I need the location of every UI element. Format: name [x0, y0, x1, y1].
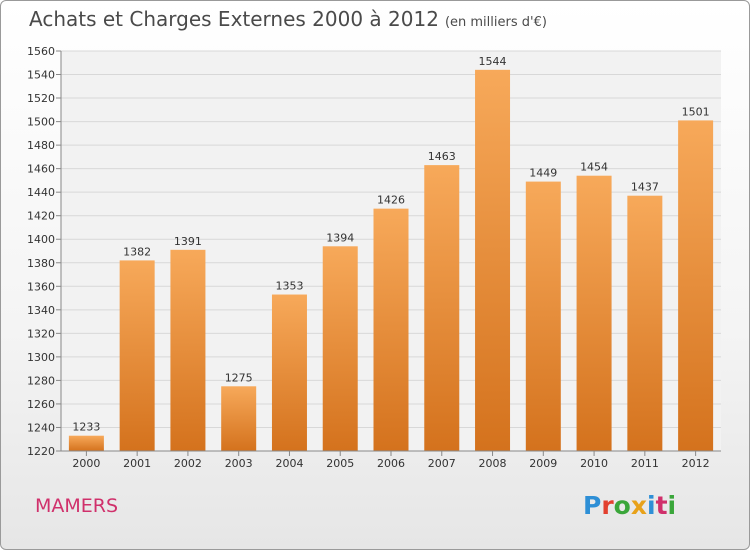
logo-letter: i: [647, 491, 656, 520]
x-tick-label: 2004: [275, 457, 303, 470]
logo-letter: x: [630, 491, 647, 520]
y-tick-label: 1320: [27, 327, 55, 340]
x-tick-label: 2008: [479, 457, 507, 470]
x-tick-label: 2002: [174, 457, 202, 470]
chart-unit: (en milliers d'€): [444, 15, 547, 30]
data-label: 1233: [72, 421, 100, 434]
x-tick-label: 2000: [72, 457, 100, 470]
x-tick-label: 2001: [123, 457, 151, 470]
y-tick-label: 1260: [27, 398, 55, 411]
y-tick-label: 1340: [27, 304, 55, 317]
chart-title-text: Achats et Charges Externes 2000 à 2012: [29, 7, 439, 31]
x-tick-label: 2003: [225, 457, 253, 470]
logo-letter: i: [667, 491, 677, 520]
data-label: 1426: [377, 194, 405, 207]
y-axis: 1220 1240 1260 1280 1300 1320 1340 1360 1380 1400…: [27, 45, 62, 458]
y-tick-label: 1380: [27, 257, 55, 270]
y-tick-label: 1280: [27, 374, 55, 387]
x-tick-label: 2009: [529, 457, 557, 470]
y-tick-label: 1500: [27, 116, 55, 129]
bar: [119, 260, 155, 451]
bar: [475, 69, 511, 451]
y-tick-label: 1240: [27, 421, 55, 434]
data-label: 1437: [631, 181, 659, 194]
data-label: 1501: [682, 105, 710, 118]
bar: [170, 249, 206, 451]
bar: [576, 175, 612, 452]
y-tick-label: 1220: [27, 445, 55, 458]
data-label: 1544: [479, 55, 507, 68]
x-tick-label: 2005: [326, 457, 354, 470]
y-tick-label: 1360: [27, 280, 55, 293]
bar: [221, 386, 257, 451]
data-label: 1382: [123, 245, 151, 258]
data-label: 1275: [225, 371, 253, 384]
commune-name: MAMERS: [35, 495, 119, 517]
bar: [322, 246, 358, 451]
x-tick-label: 2007: [428, 457, 456, 470]
bars: 1233 1382 1391 1275 1353 1394 1426 1463 1544 1449…: [68, 55, 714, 452]
x-tick-label: 2011: [631, 457, 659, 470]
bar: [68, 435, 104, 451]
y-tick-label: 1400: [27, 233, 55, 246]
logo-letter: o: [613, 491, 631, 520]
y-tick-label: 1480: [27, 139, 55, 152]
data-label: 1391: [174, 235, 202, 248]
proxiti-logo: Proxiti: [583, 491, 676, 520]
y-tick-label: 1440: [27, 186, 55, 199]
bar: [525, 181, 561, 451]
bar: [678, 120, 714, 451]
x-tick-label: 2006: [377, 457, 405, 470]
x-tick-label: 2012: [682, 457, 710, 470]
y-tick-label: 1540: [27, 69, 55, 82]
data-label: 1353: [275, 280, 303, 293]
data-label: 1394: [326, 231, 354, 244]
data-label: 1463: [428, 150, 456, 163]
bar: [627, 195, 663, 451]
y-tick-label: 1560: [27, 45, 55, 58]
y-tick-label: 1520: [27, 92, 55, 105]
bar: [373, 208, 409, 451]
data-label: 1449: [529, 167, 557, 180]
y-tick-label: 1420: [27, 210, 55, 223]
bar: [271, 294, 307, 451]
y-tick-label: 1460: [27, 163, 55, 176]
logo-letter: t: [655, 491, 668, 520]
chart-title: Achats et Charges Externes 2000 à 2012 (e…: [29, 7, 547, 31]
logo-letter: r: [601, 491, 614, 520]
x-tick-label: 2010: [580, 457, 608, 470]
logo-letter: P: [583, 491, 602, 520]
y-tick-label: 1300: [27, 351, 55, 364]
data-label: 1454: [580, 161, 608, 174]
bar: [424, 165, 460, 451]
x-axis: 2000 2001 2002 2003 2004 2005 2006 2007 2008 2009…: [61, 450, 721, 470]
